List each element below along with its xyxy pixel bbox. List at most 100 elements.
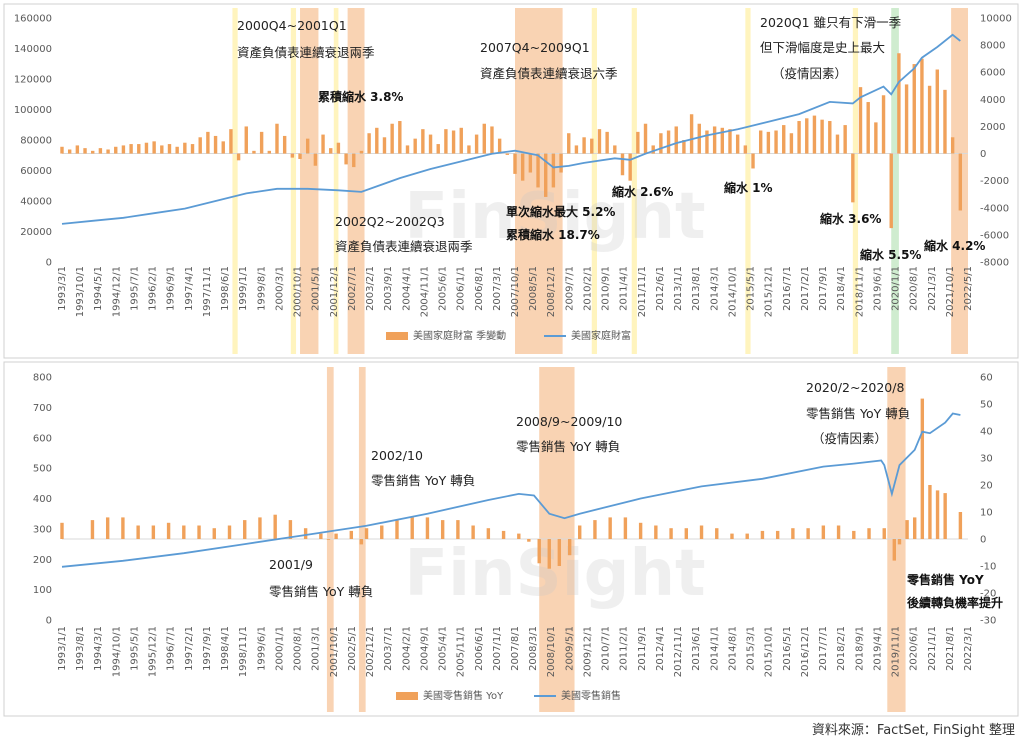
x-tick-label: 2017/2/1 bbox=[800, 266, 811, 311]
bar-mark bbox=[797, 121, 801, 154]
bar-mark bbox=[557, 539, 562, 566]
bar-mark bbox=[547, 539, 551, 569]
bar-mark bbox=[190, 144, 195, 154]
bar-mark bbox=[319, 533, 323, 539]
bar-mark bbox=[129, 144, 133, 154]
x-tick-label: 2002/12/1 bbox=[365, 626, 376, 677]
x-tick-label: 2014/8/1 bbox=[727, 626, 738, 671]
y-left-tick-label: 0 bbox=[46, 258, 52, 269]
x-tick-label: 2010/7/1 bbox=[601, 626, 612, 671]
bar-mark bbox=[436, 144, 440, 154]
bar-mark bbox=[375, 127, 379, 154]
bar-mark bbox=[471, 525, 475, 539]
annotation-text: 零售銷售 YoY 轉負 bbox=[516, 439, 620, 454]
x-tick-label: 1996/9/1 bbox=[166, 266, 177, 311]
bar-mark bbox=[866, 102, 870, 154]
x-tick-label: 2001/5/1 bbox=[311, 266, 322, 311]
bar-mark bbox=[166, 522, 171, 539]
bar-mark bbox=[537, 539, 541, 564]
bar-mark bbox=[858, 87, 863, 154]
y-left-tick-label: 80000 bbox=[20, 136, 52, 147]
bar-mark bbox=[920, 58, 924, 154]
x-tick-label: 2007/3/1 bbox=[492, 266, 503, 311]
bar-mark bbox=[559, 153, 563, 173]
bar-mark bbox=[935, 69, 939, 154]
bar-mark bbox=[766, 131, 771, 154]
y-left-tick-label: 600 bbox=[33, 433, 52, 444]
bar-mark bbox=[912, 64, 916, 154]
annotation-text: 縮水 5.5% bbox=[860, 247, 921, 262]
bar-mark bbox=[904, 84, 909, 154]
bar-mark bbox=[745, 533, 749, 539]
bar-mark bbox=[774, 130, 778, 154]
x-tick-label: 2019/11/1 bbox=[891, 626, 902, 677]
bar-mark bbox=[958, 153, 963, 211]
bar-mark bbox=[643, 123, 648, 154]
bar-mark bbox=[651, 145, 655, 154]
highlight-band bbox=[333, 8, 339, 354]
annotation-text: 零售銷售 YoY 轉負 bbox=[806, 406, 910, 421]
bar-mark bbox=[505, 153, 510, 155]
annotation-text: （疫情因素） bbox=[812, 431, 887, 446]
x-tick-label: 1993/10/1 bbox=[75, 266, 86, 317]
bar-mark bbox=[751, 153, 755, 169]
bar-mark bbox=[413, 138, 417, 154]
bar-mark bbox=[137, 144, 141, 154]
bar-mark bbox=[943, 493, 947, 539]
x-tick-label: 2015/5/1 bbox=[746, 266, 757, 311]
bar-mark bbox=[182, 525, 186, 539]
annotation-text: 但下滑幅度是史上最大 bbox=[760, 40, 885, 55]
y-left-tick-label: 100000 bbox=[14, 105, 52, 116]
x-tick-label: 2013/6/1 bbox=[691, 626, 702, 671]
bar-mark bbox=[344, 153, 348, 165]
bar-mark bbox=[730, 533, 734, 539]
x-tick-label: 2004/4/1 bbox=[401, 266, 412, 311]
y-left-tick-label: 400 bbox=[33, 494, 52, 505]
bar-mark bbox=[578, 525, 582, 539]
y-left-tick-label: 120000 bbox=[14, 75, 52, 86]
bar-mark bbox=[852, 530, 856, 539]
y-right-tick-label: -8000 bbox=[980, 258, 1009, 269]
bar-mark bbox=[267, 150, 272, 154]
bar-mark bbox=[364, 528, 369, 539]
x-tick-label: 2001/10/1 bbox=[329, 626, 340, 677]
bar-mark bbox=[380, 525, 384, 539]
bar-mark bbox=[720, 127, 725, 154]
bar-mark bbox=[528, 153, 533, 173]
annotation-text: 資產負債表連續衰退兩季 bbox=[335, 239, 473, 254]
bar-mark bbox=[527, 539, 531, 542]
bar-mark bbox=[321, 134, 325, 154]
bar-mark bbox=[451, 130, 456, 154]
y-right-tick-label: -2000 bbox=[980, 176, 1009, 187]
bar-mark bbox=[334, 533, 338, 539]
bar-mark bbox=[243, 520, 247, 539]
bar-mark bbox=[593, 520, 597, 539]
x-tick-label: 2000/1/1 bbox=[274, 626, 285, 671]
y-right-tick-label: 20 bbox=[980, 481, 993, 492]
x-tick-label: 2000/10/1 bbox=[293, 266, 304, 317]
y-right-tick-label: 0 bbox=[980, 149, 986, 160]
bar-mark bbox=[175, 146, 179, 154]
annotation-text: 2020Q1 雖只有下滑一季 bbox=[760, 15, 902, 30]
x-tick-label: 1993/1/1 bbox=[57, 626, 68, 671]
bar-mark bbox=[197, 525, 201, 539]
bar-mark bbox=[313, 153, 318, 166]
bar-mark bbox=[367, 133, 371, 154]
x-tick-label: 2013/8/1 bbox=[691, 266, 702, 311]
bar-mark bbox=[390, 123, 394, 154]
x-tick-label: 1995/12/1 bbox=[148, 626, 159, 677]
bar-mark bbox=[273, 514, 277, 539]
y-left-tick-label: 200 bbox=[33, 555, 52, 566]
x-tick-label: 2009/12/1 bbox=[582, 626, 593, 677]
bar-mark bbox=[151, 525, 156, 539]
bar-mark bbox=[620, 153, 625, 176]
x-tick-label: 1997/11/1 bbox=[202, 266, 213, 317]
x-tick-label: 2004/2/1 bbox=[401, 626, 412, 671]
bar-mark bbox=[638, 522, 643, 539]
highlight-band bbox=[300, 8, 319, 354]
x-tick-label: 2005/11/1 bbox=[456, 626, 467, 677]
x-tick-label: 2016/12/1 bbox=[800, 626, 811, 677]
bar-mark bbox=[410, 517, 414, 539]
bar-mark bbox=[828, 121, 832, 154]
x-tick-label: 2008/12/1 bbox=[546, 266, 557, 317]
